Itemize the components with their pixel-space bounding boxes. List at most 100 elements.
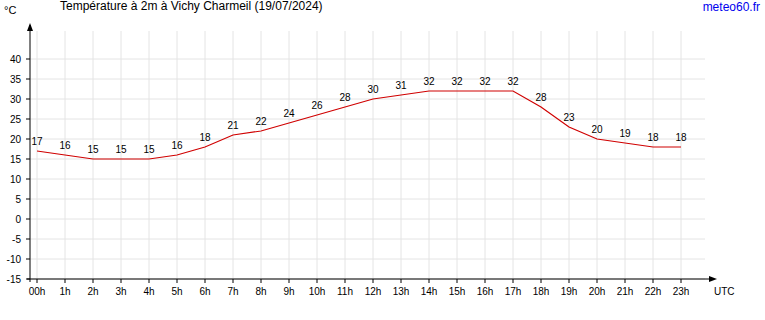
x-axis [27, 279, 709, 280]
tick-label: 22h [645, 286, 662, 297]
axis-label: UTC [714, 286, 735, 297]
grid-line [149, 31, 150, 279]
grid-line [569, 31, 570, 279]
tick-label: 5h [171, 286, 182, 297]
grid-line [37, 31, 38, 279]
data-label: 26 [311, 100, 323, 111]
grid-line [30, 139, 705, 140]
tick-mark [37, 279, 38, 283]
data-label: 32 [451, 76, 463, 87]
tick-label: 15h [449, 286, 466, 297]
tick-label: 21h [617, 286, 634, 297]
tick-label: -5 [12, 234, 21, 245]
data-label: 22 [255, 116, 267, 127]
tick-mark [93, 279, 94, 283]
source-link[interactable]: meteo60.fr [703, 0, 760, 14]
tick-label: 25 [10, 114, 22, 125]
tick-mark [177, 279, 178, 283]
data-label: 28 [535, 92, 547, 103]
tick-mark [373, 279, 374, 283]
tick-label: 9h [283, 286, 294, 297]
tick-mark [26, 199, 30, 200]
data-label: 18 [647, 132, 659, 143]
grid-line [30, 179, 705, 180]
grid-line [93, 31, 94, 279]
tick-label: 16h [477, 286, 494, 297]
tick-label: -15 [7, 274, 22, 285]
tick-mark [401, 279, 402, 283]
grid-line [541, 31, 542, 279]
tick-mark [681, 279, 682, 283]
grid-line [681, 31, 682, 279]
tick-label: 12h [365, 286, 382, 297]
grid-line [30, 79, 705, 80]
plot-area [37, 91, 681, 159]
grid-line [317, 31, 318, 279]
tick-label: 15 [10, 154, 22, 165]
tick-label: 23h [673, 286, 690, 297]
tick-mark [205, 279, 206, 283]
grid-line [345, 31, 346, 279]
grid-line [401, 31, 402, 279]
data-label: 32 [479, 76, 491, 87]
data-label: 31 [395, 80, 407, 91]
tick-label: 20 [10, 134, 22, 145]
tick-label: 10 [10, 174, 22, 185]
tick-label: 35 [10, 74, 22, 85]
axis-arrow [709, 276, 717, 282]
tick-label: 1h [59, 286, 70, 297]
grid-line [30, 259, 705, 260]
axis-arrow [27, 23, 33, 31]
tick-mark [541, 279, 542, 283]
grid-line [233, 31, 234, 279]
tick-mark [26, 79, 30, 80]
grid-line [30, 99, 705, 100]
tick-label: 0 [15, 214, 21, 225]
tick-mark [261, 279, 262, 283]
title: Température à 2m à Vichy Charmeil (19/07… [60, 0, 323, 13]
data-label: 32 [423, 76, 435, 87]
tick-label: 7h [227, 286, 238, 297]
tick-label: -10 [7, 254, 22, 265]
tick-mark [26, 239, 30, 240]
data-label: 30 [367, 84, 379, 95]
data-label: 17 [31, 136, 43, 147]
tick-mark [26, 179, 30, 180]
grid-line [30, 239, 705, 240]
tick-label: 4h [143, 286, 154, 297]
tick-mark [289, 279, 290, 283]
grid-line [513, 31, 514, 279]
grid-line [625, 31, 626, 279]
tick-label: 10h [309, 286, 326, 297]
tick-mark [597, 279, 598, 283]
tick-mark [26, 139, 30, 140]
grid-line [205, 31, 206, 279]
tick-mark [26, 279, 30, 280]
tick-mark [233, 279, 234, 283]
grid-line [261, 31, 262, 279]
grid-line [289, 31, 290, 279]
data-label: 18 [675, 132, 687, 143]
tick-mark [625, 279, 626, 283]
grid-line [121, 31, 122, 279]
tick-label: 30 [10, 94, 22, 105]
tick-label: 20h [589, 286, 606, 297]
tick-label: 13h [393, 286, 410, 297]
tick-mark [26, 59, 30, 60]
tick-label: 8h [255, 286, 266, 297]
axis-label: °C [4, 4, 16, 16]
tick-label: 14h [421, 286, 438, 297]
data-label: 32 [507, 76, 519, 87]
tick-label: 19h [561, 286, 578, 297]
data-label: 21 [227, 120, 239, 131]
tick-label: 40 [10, 54, 22, 65]
chart: -15-10-5051015202530354000h1h2h3h4h5h6h7… [0, 0, 765, 320]
y-axis [30, 25, 31, 282]
grid-line [30, 59, 705, 60]
tick-label: 18h [533, 286, 550, 297]
grid-line [597, 31, 598, 279]
data-label: 20 [591, 124, 603, 135]
tick-mark [429, 279, 430, 283]
tick-mark [653, 279, 654, 283]
tick-mark [26, 259, 30, 260]
